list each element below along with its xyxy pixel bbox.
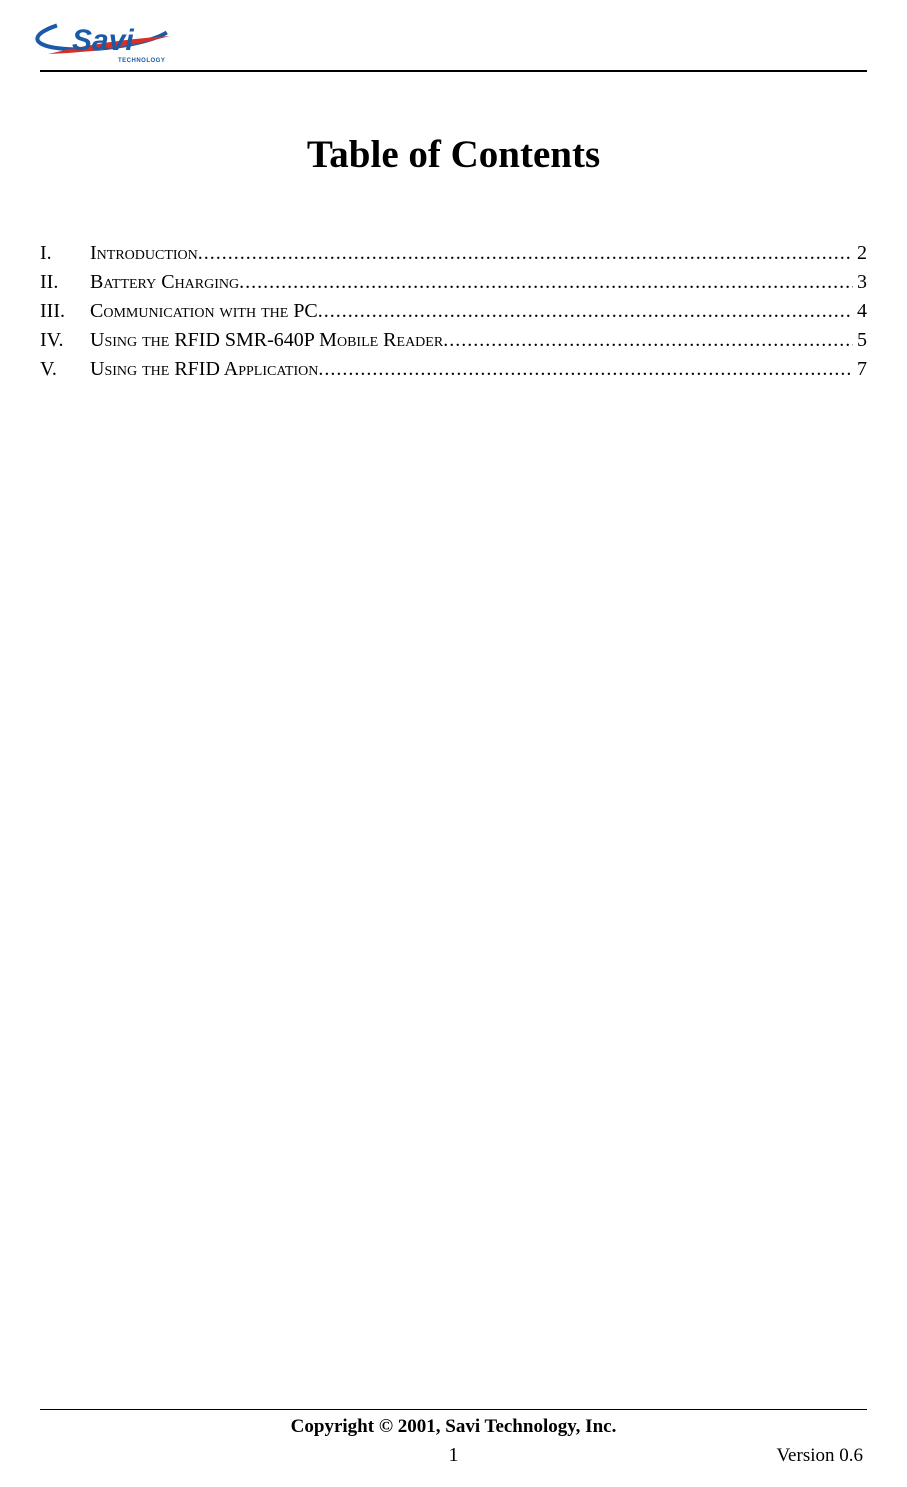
toc-number: I. [40,239,90,268]
toc-row: II.Battery Charging 3 [40,268,867,297]
toc-leader-dots [318,355,853,384]
toc-leader-dots [318,297,853,326]
toc-page-number: 4 [853,297,867,326]
toc-label-text: Introduction [90,242,198,264]
toc-label: Introduction [90,239,198,268]
company-logo: Savi TECHNOLOGY [30,10,180,68]
footer-sub-row: 1 Version 0.6 [40,1444,867,1467]
toc-label-text: Communication with the PC [90,300,318,322]
toc-number: II. [40,268,90,297]
toc-label-text: Using the RFID SMR-640P Mobile Reader [90,329,443,351]
toc-number: IV. [40,326,90,355]
toc-page-number: 3 [853,268,867,297]
toc-label-text: Battery Charging [90,271,239,293]
toc-page-number: 2 [853,239,867,268]
footer-copyright: Copyright © 2001, Savi Technology, Inc. [40,1409,867,1438]
toc-page-number: 5 [853,326,867,355]
toc-label: Communication with the PC [90,297,318,326]
toc-row: III.Communication with the PC 4 [40,297,867,326]
toc-row: I.Introduction 2 [40,239,867,268]
toc-row: IV.Using the RFID SMR-640P Mobile Reader… [40,326,867,355]
toc-page-number: 7 [853,355,867,384]
logo-sub-text: TECHNOLOGY [118,58,165,64]
footer-page-number: 1 [204,1444,703,1467]
logo-main-text: Savi [72,24,134,57]
toc-label: Battery Charging [90,268,239,297]
toc-leader-dots [198,239,853,268]
content-spacer [40,384,867,1409]
page-footer: Copyright © 2001, Savi Technology, Inc. … [40,1409,867,1467]
toc-label: Using the RFID SMR-640P Mobile Reader [90,326,443,355]
toc-label: Using the RFID Application [90,355,318,384]
page-header: Savi TECHNOLOGY [40,10,867,72]
toc-label-text: Using the RFID Application [90,358,318,380]
page-title: Table of Contents [40,132,867,177]
toc-leader-dots [443,326,853,355]
table-of-contents: I.Introduction2II.Battery Charging3III.C… [40,239,867,384]
savi-logo-svg: Savi TECHNOLOGY [30,10,180,68]
toc-row: V.Using the RFID Application 7 [40,355,867,384]
page-container: Savi TECHNOLOGY Table of Contents I.Intr… [0,0,907,1487]
toc-number: V. [40,355,90,384]
toc-number: III. [40,297,90,326]
toc-leader-dots [239,268,853,297]
footer-version: Version 0.6 [703,1445,863,1467]
